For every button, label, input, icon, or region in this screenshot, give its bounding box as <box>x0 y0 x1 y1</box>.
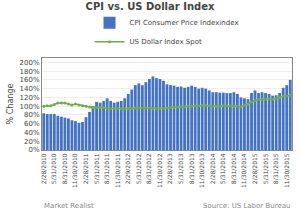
svg-text:11/30/2015: 11/30/2015 <box>283 153 290 188</box>
svg-text:8/31/2010: 8/31/2010 <box>61 153 68 184</box>
svg-text:11/30/2014: 11/30/2014 <box>240 153 247 188</box>
svg-text:100%: 100% <box>20 103 40 111</box>
svg-text:US Dollar Index Spot: US Dollar Index Spot <box>130 38 202 46</box>
svg-text:CPI vs. US Dollar Index: CPI vs. US Dollar Index <box>86 1 215 12</box>
svg-text:8/31/2015: 8/31/2015 <box>272 153 279 184</box>
svg-text:11/30/2011: 11/30/2011 <box>114 153 121 188</box>
svg-text:200%: 200% <box>20 59 40 67</box>
svg-text:2/28/2015: 2/28/2015 <box>251 153 258 184</box>
svg-text:80%: 80% <box>24 111 40 119</box>
svg-text:11/30/2013: 11/30/2013 <box>198 153 205 188</box>
svg-text:2/28/2013: 2/28/2013 <box>166 153 173 184</box>
svg-text:2/28/2010: 2/28/2010 <box>40 153 47 184</box>
svg-text:11/30/2012: 11/30/2012 <box>156 153 163 188</box>
svg-text:2/29/2012: 2/29/2012 <box>124 153 131 184</box>
svg-text:Market Realist: Market Realist <box>44 202 94 210</box>
svg-text:2/28/2014: 2/28/2014 <box>209 153 216 184</box>
svg-text:5/31/2011: 5/31/2011 <box>93 153 100 184</box>
svg-text:CPI Consumer Price Indexindex: CPI Consumer Price Indexindex <box>130 19 239 27</box>
svg-text:8/31/2014: 8/31/2014 <box>230 153 237 184</box>
svg-text:140%: 140% <box>20 85 40 93</box>
svg-text:20%: 20% <box>24 138 40 146</box>
svg-text:5/31/2015: 5/31/2015 <box>262 153 269 184</box>
svg-text:40%: 40% <box>24 129 40 137</box>
svg-text:% Change: % Change <box>6 84 15 125</box>
svg-text:180%: 180% <box>20 68 40 76</box>
svg-text:8/31/2012: 8/31/2012 <box>145 153 152 184</box>
svg-text:5/31/2012: 5/31/2012 <box>135 153 142 184</box>
svg-text:120%: 120% <box>20 94 40 102</box>
svg-text:Source: US Labor Bureau: Source: US Labor Bureau <box>203 202 290 210</box>
svg-text:5/31/2010: 5/31/2010 <box>50 153 57 184</box>
svg-text:60%: 60% <box>24 120 40 128</box>
svg-text:2/28/2011: 2/28/2011 <box>82 153 89 184</box>
svg-text:160%: 160% <box>20 76 40 84</box>
svg-text:5/31/2013: 5/31/2013 <box>177 153 184 184</box>
svg-text:8/31/2013: 8/31/2013 <box>188 153 195 184</box>
svg-text:11/30/2010: 11/30/2010 <box>71 153 78 188</box>
svg-text:5/31/2014: 5/31/2014 <box>219 153 226 184</box>
svg-text:0%: 0% <box>28 146 39 154</box>
svg-text:8/31/2011: 8/31/2011 <box>103 153 110 184</box>
